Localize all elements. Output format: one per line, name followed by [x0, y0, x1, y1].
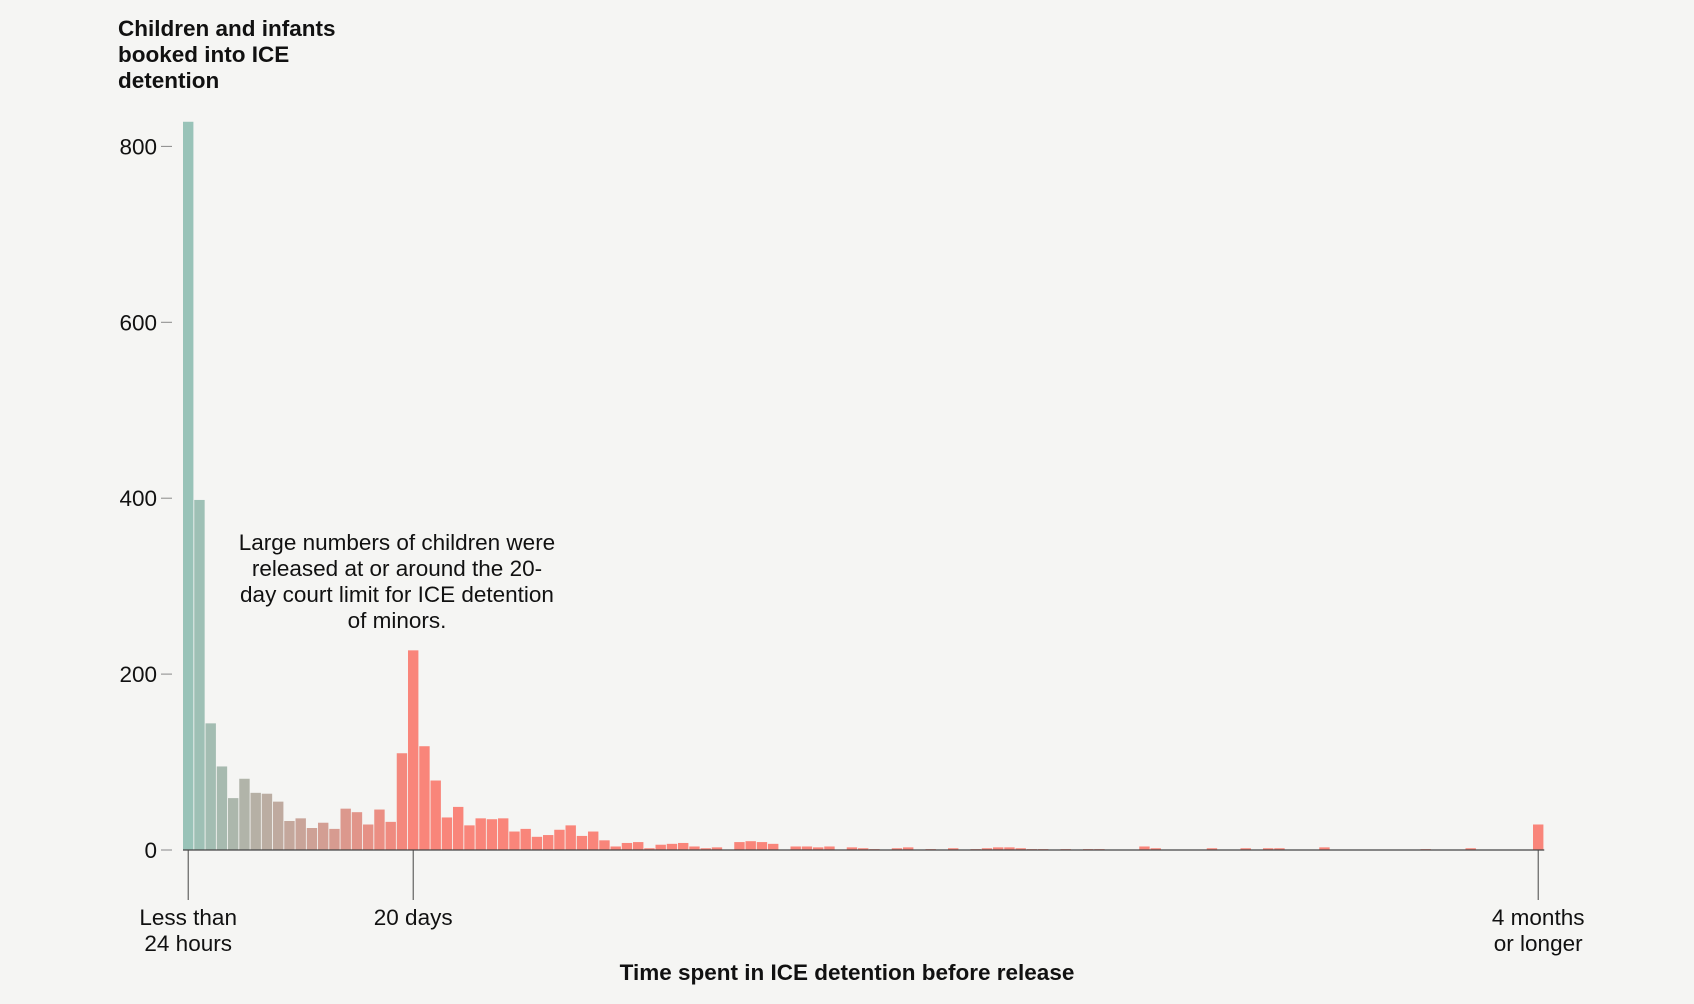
bar-day-94: [1240, 848, 1251, 850]
bar-day-20: [408, 650, 419, 850]
bar-day-57: [824, 846, 835, 850]
bar-day-63: [891, 848, 903, 850]
bar-day-43: [666, 843, 678, 850]
bar-day-85: [1139, 846, 1150, 850]
bar-day-17: [374, 809, 385, 850]
bar-day-72: [993, 847, 1004, 850]
x-tick-label: Less than 24 hours: [139, 905, 237, 956]
bar-day-40: [633, 842, 644, 850]
chart-annotation: Large numbers of children were released …: [238, 530, 556, 633]
bar-day-4: [228, 798, 239, 850]
bar-day-29: [509, 831, 520, 850]
bar-day-50: [745, 841, 756, 850]
bar-day-11: [306, 828, 318, 850]
bar-day-25: [464, 825, 475, 850]
x-tick-label: 4 months or longer: [1491, 905, 1585, 956]
bar-day-52: [768, 843, 779, 850]
bar-day-120: [1533, 824, 1544, 850]
bar-day-101: [1319, 847, 1330, 850]
bar-day-32: [543, 835, 554, 850]
bar-day-49: [734, 842, 745, 850]
bar-day-33: [554, 829, 565, 850]
bar-day-5: [239, 778, 250, 850]
bar-day-1: [194, 499, 205, 850]
bar-day-114: [1465, 848, 1476, 850]
bar-day-31: [531, 836, 543, 850]
bar-day-12: [318, 822, 329, 850]
bar-day-59: [846, 847, 858, 850]
bar-day-41: [644, 848, 655, 850]
bar-day-10: [295, 818, 306, 850]
x-axis-label: Time spent in ICE detention before relea…: [619, 960, 1075, 985]
bar-day-36: [588, 831, 599, 850]
bar-day-19: [396, 753, 408, 850]
bar-day-64: [903, 847, 914, 850]
bar-day-54: [790, 846, 801, 850]
bar-day-26: [475, 818, 486, 850]
y-tick-label: 200: [119, 662, 157, 687]
bar-day-24: [453, 806, 464, 850]
bar-day-74: [1015, 848, 1026, 850]
bar-day-0: [183, 121, 194, 850]
bars: [183, 121, 1544, 850]
bar-day-46: [700, 848, 711, 850]
bar-day-8: [273, 801, 284, 850]
y-axis: 0 200 400 600 800: [119, 134, 172, 863]
bar-day-16: [363, 824, 374, 850]
bar-day-47: [711, 847, 723, 850]
bar-day-18: [385, 821, 396, 850]
bar-day-15: [351, 812, 363, 850]
bar-day-56: [813, 847, 824, 850]
bar-day-22: [430, 780, 441, 850]
bar-day-91: [1206, 848, 1218, 850]
y-tick-label: 800: [119, 134, 157, 159]
bar-day-13: [329, 828, 340, 850]
bar-day-6: [250, 792, 261, 850]
bar-day-51: [756, 842, 768, 850]
bar-day-55: [801, 846, 813, 850]
bar-day-60: [858, 848, 869, 850]
bar-day-44: [678, 842, 689, 850]
chart-title: Children and infants booked into ICE det…: [118, 16, 336, 93]
bar-day-42: [655, 844, 666, 850]
y-tick-label: 0: [144, 838, 157, 863]
bar-day-86: [1150, 848, 1161, 850]
x-tick-label: 20 days: [373, 905, 453, 930]
bar-day-30: [520, 828, 531, 850]
bar-day-14: [340, 808, 351, 850]
bar-day-28: [498, 818, 509, 850]
x-axis: [183, 849, 1545, 900]
bar-day-37: [599, 840, 610, 850]
bar-day-38: [610, 846, 621, 850]
bar-day-23: [441, 817, 453, 850]
bar-day-39: [621, 842, 633, 850]
bar-day-68: [948, 848, 959, 850]
y-tick-label: 400: [119, 486, 157, 511]
bar-day-96: [1263, 848, 1274, 850]
bar-day-35: [576, 835, 588, 850]
bar-day-21: [419, 746, 430, 850]
bar-day-7: [261, 793, 273, 850]
bar-day-97: [1274, 848, 1285, 850]
bar-day-73: [1004, 847, 1015, 850]
bar-day-3: [216, 766, 228, 850]
bar-day-34: [565, 825, 576, 850]
bar-day-9: [284, 820, 295, 850]
y-tick-label: 600: [119, 310, 157, 335]
bar-day-71: [981, 848, 993, 850]
bar-day-27: [486, 819, 498, 850]
bar-day-45: [689, 846, 700, 850]
bar-day-2: [205, 723, 216, 850]
